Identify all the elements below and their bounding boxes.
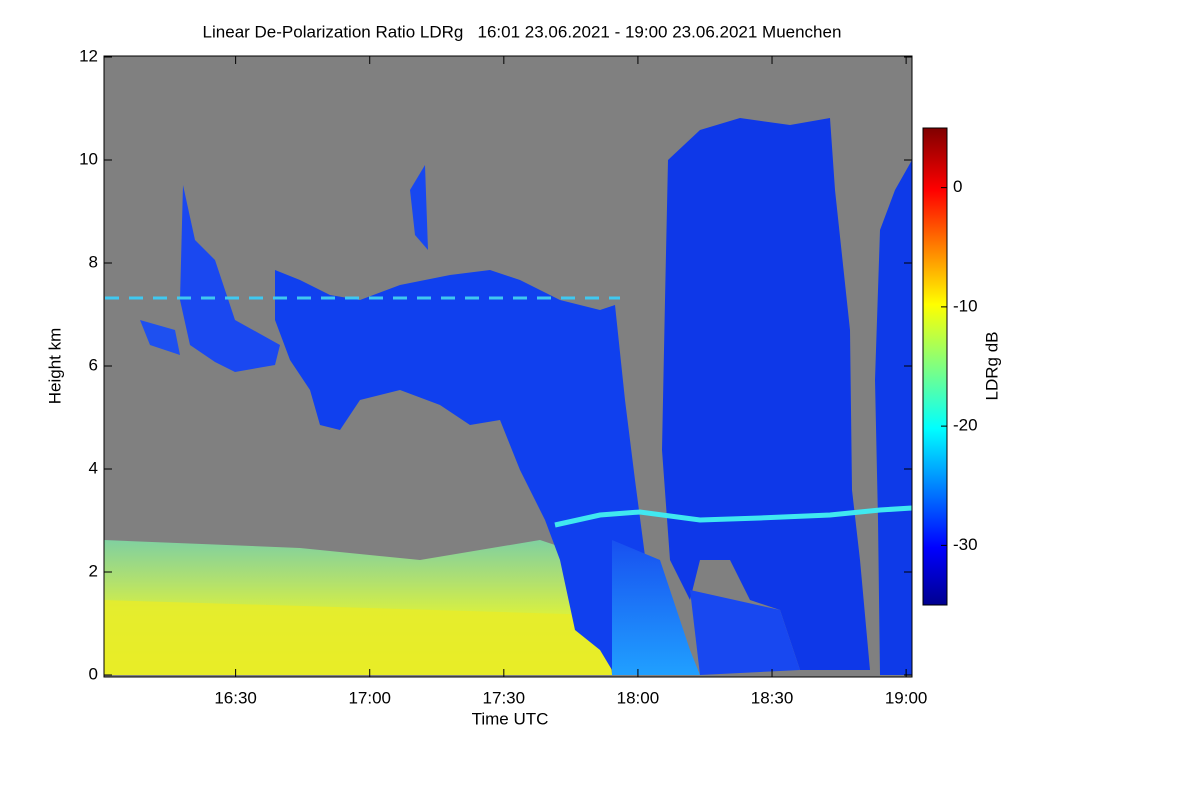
x-tick-label: 18:30	[751, 688, 794, 707]
colorbar-label: LDRg dB	[982, 332, 1001, 401]
y-tick-label: 0	[89, 664, 98, 683]
cloud	[275, 270, 660, 670]
cloud	[612, 540, 700, 675]
aerosol-layer	[104, 600, 612, 675]
y-tick-label: 4	[89, 458, 98, 477]
y-tick-label: 2	[89, 561, 98, 580]
colorbar-tick-label: -30	[953, 535, 978, 554]
y-tick-label: 12	[79, 46, 98, 65]
chart-title: Linear De-Polarization Ratio LDRg 16:01 …	[203, 22, 842, 41]
colorbar-tick-label: -10	[953, 296, 978, 315]
cloud	[140, 320, 180, 355]
melting-layer	[554, 505, 913, 528]
x-tick-label: 19:00	[885, 688, 928, 707]
y-tick-label: 8	[89, 252, 98, 271]
x-tick-label: 17:00	[348, 688, 391, 707]
cloud	[662, 118, 870, 670]
x-axis-label: Time UTC	[472, 709, 549, 728]
colorbar	[922, 127, 948, 606]
heatmap	[104, 56, 913, 677]
y-tick-label: 6	[89, 355, 98, 374]
x-tick-label: 17:30	[483, 688, 526, 707]
y-tick-label: 10	[79, 149, 98, 168]
x-tick-label: 18:00	[617, 688, 660, 707]
cloud	[690, 590, 800, 675]
cloud	[180, 185, 280, 372]
colorbar-tick-label: 0	[953, 177, 962, 196]
cloud	[875, 160, 912, 675]
y-axis-label: Height km	[45, 328, 64, 405]
cloud	[410, 165, 428, 250]
colorbar-tick-label: -20	[953, 416, 978, 435]
x-tick-label: 16:30	[214, 688, 257, 707]
